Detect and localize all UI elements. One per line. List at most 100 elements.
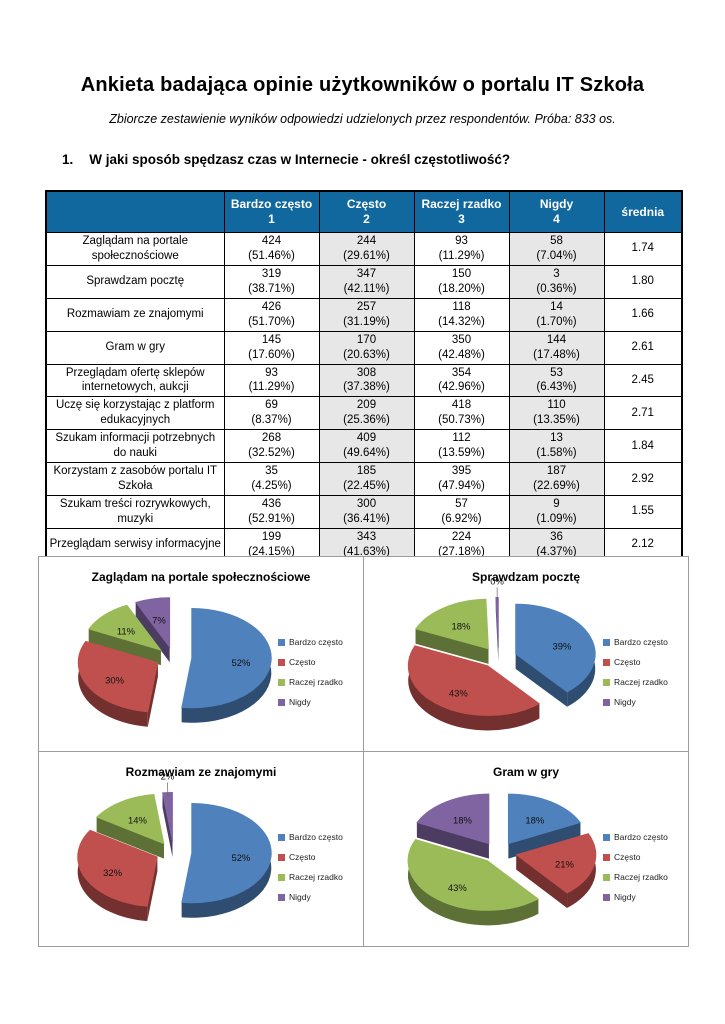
pie-slice	[414, 598, 489, 650]
survey-header-row: Bardzo często 1 Często 2 Raczej rzadko 3 Nigdy…	[45, 190, 683, 233]
question-text: W jaki sposób spędzasz czas w Internecie…	[89, 152, 511, 167]
pie-chart: 18% 21% 43% 18%	[407, 793, 597, 926]
legend-label: Często	[614, 657, 641, 667]
legend-swatch	[603, 853, 610, 861]
legend-swatch	[603, 638, 610, 646]
count-cell: 57 (6.92%)	[413, 495, 510, 529]
pie-slice	[96, 793, 165, 845]
count-cell: 409 (49.64%)	[318, 429, 415, 464]
legend-label: Raczej rzadko	[289, 872, 343, 882]
pie-slice	[515, 603, 596, 693]
count-cell: 308 (37.38%)	[318, 363, 415, 398]
legend-label: Raczej rzadko	[289, 677, 343, 687]
table-row: Uczę się korzystając z platform edukacyj…	[45, 396, 683, 431]
legend-label: Bardzo często	[614, 637, 668, 647]
count-cell: 112 (13.59%)	[413, 429, 510, 464]
mean-cell: 2.71	[603, 396, 683, 431]
pie-slice	[408, 645, 540, 731]
legend-item: Często	[603, 657, 685, 667]
table-row: Przeglądam ofertę sklepów internetowych,…	[45, 363, 683, 398]
count-cell: 150 (18.20%)	[413, 264, 510, 299]
legend-swatch	[278, 678, 285, 686]
pie-chart-cell-3: Rozmawiam ze znajomymi 52% 32% 14% 2% Bardzo …	[39, 752, 364, 947]
table-row: Rozmawiam ze znajomymi 426 (51.70%) 257 (31.…	[45, 297, 683, 332]
pie-slice	[416, 793, 490, 845]
pie-slice	[407, 839, 540, 911]
pie-chart: 39% 43% 18% 0%	[407, 576, 596, 731]
table-row: Szukam treści rozrywkowych, muzyki 436 (52…	[45, 495, 683, 529]
row-label: Sprawdzam pocztę	[45, 264, 225, 299]
row-label: Przeglądam ofertę sklepów internetowych,…	[45, 363, 225, 398]
column-header: Raczej rzadko 3	[413, 190, 510, 233]
pie-slice-label: 2%	[161, 772, 175, 783]
count-cell: 257 (31.19%)	[318, 297, 415, 332]
column-header: Nigdy 4	[508, 190, 605, 233]
pie-slice	[515, 653, 568, 707]
count-cell: 118 (14.32%)	[413, 297, 510, 332]
legend-swatch	[278, 893, 285, 901]
legend-item: Często	[603, 852, 685, 862]
pie-slice	[495, 596, 499, 648]
pie-slice-label: 39%	[553, 641, 572, 652]
table-row: Sprawdzam pocztę 319 (38.71%) 347 (42.11%) 15…	[45, 264, 683, 299]
pie-slice	[516, 854, 568, 908]
legend-item: Nigdy	[603, 697, 685, 707]
legend-swatch	[278, 853, 285, 861]
legend-swatch	[603, 658, 610, 666]
pie-slice	[135, 602, 170, 663]
pie-slice-label: 18%	[451, 621, 470, 632]
pie-slice	[135, 597, 171, 649]
count-cell: 395 (47.94%)	[413, 462, 510, 496]
pie-slice-label: 43%	[449, 688, 468, 699]
survey-table: Bardzo często 1 Często 2 Raczej rzadko 3 Nigdy…	[45, 190, 683, 563]
pie-slice	[181, 607, 272, 709]
legend-label: Nigdy	[614, 697, 636, 707]
pie-slice	[77, 830, 148, 922]
legend-label: Nigdy	[614, 892, 636, 902]
legend-item: Bardzo często	[278, 637, 360, 647]
question-heading: 1. W jaki sposób spędzasz czas w Internec…	[62, 152, 510, 167]
column-header: średnia	[603, 190, 683, 233]
pie-chart-cell-4: Gram w gry 18% 21% 43% 18% Bardzo często Częst…	[364, 752, 689, 947]
pie-slice	[162, 792, 173, 843]
page-title: Ankieta badająca opinie użytkowników o p…	[80, 74, 645, 96]
chart-title: Rozmawiam ze znajomymi	[125, 765, 277, 779]
count-cell: 53 (6.43%)	[508, 363, 605, 398]
pie-slice	[78, 641, 148, 727]
count-cell: 13 (1.58%)	[508, 429, 605, 464]
pie-chart-cell-1: Zaglądam na portale społecznościowe 52% 30…	[39, 557, 364, 752]
page-subtitle: Zbiorcze zestawienie wyników odpowiedzi …	[109, 112, 616, 126]
survey-table-body: Zaglądam na portale społecznościowe 424 (5…	[45, 232, 683, 563]
pie-slice-label: 30%	[105, 675, 124, 686]
pie-slice	[88, 628, 161, 666]
mean-cell: 1.74	[603, 232, 683, 266]
row-label: Gram w gry	[45, 330, 225, 365]
pie-slice-label: 11%	[117, 626, 136, 637]
pie-slice-label: 18%	[453, 816, 472, 827]
pie-slice	[77, 640, 159, 713]
legend-swatch	[603, 698, 610, 706]
count-cell: 424 (51.46%)	[223, 232, 320, 266]
legend-label: Często	[289, 657, 316, 667]
row-label: Uczę się korzystając z platform edukacyj…	[45, 396, 225, 431]
count-cell: 418 (50.73%)	[413, 396, 510, 431]
pie-slice	[415, 628, 489, 664]
legend-item: Bardzo często	[603, 832, 685, 842]
pie-slice	[147, 856, 158, 922]
pie-slice	[416, 822, 489, 859]
pie-slice	[567, 833, 596, 908]
legend-label: Nigdy	[289, 697, 311, 707]
count-cell: 187 (22.69%)	[508, 462, 605, 496]
charts-grid: Zaglądam na portale społecznościowe 52% 30…	[38, 556, 689, 947]
chart-title: Zaglądam na portale społecznościowe	[91, 570, 311, 584]
legend-swatch	[603, 833, 610, 841]
pie-slice	[147, 662, 158, 727]
table-row: Korzystam z zasobów portalu IT Szkoła 35(…	[45, 462, 683, 496]
count-cell: 9 (1.09%)	[508, 495, 605, 529]
count-cell: 69 (8.37%)	[223, 396, 320, 431]
mean-cell: 2.61	[603, 330, 683, 365]
count-cell: 93 (11.29%)	[413, 232, 510, 266]
row-label: Korzystam z zasobów portalu IT Szkoła	[45, 462, 225, 496]
count-cell: 268 (32.52%)	[223, 429, 320, 464]
